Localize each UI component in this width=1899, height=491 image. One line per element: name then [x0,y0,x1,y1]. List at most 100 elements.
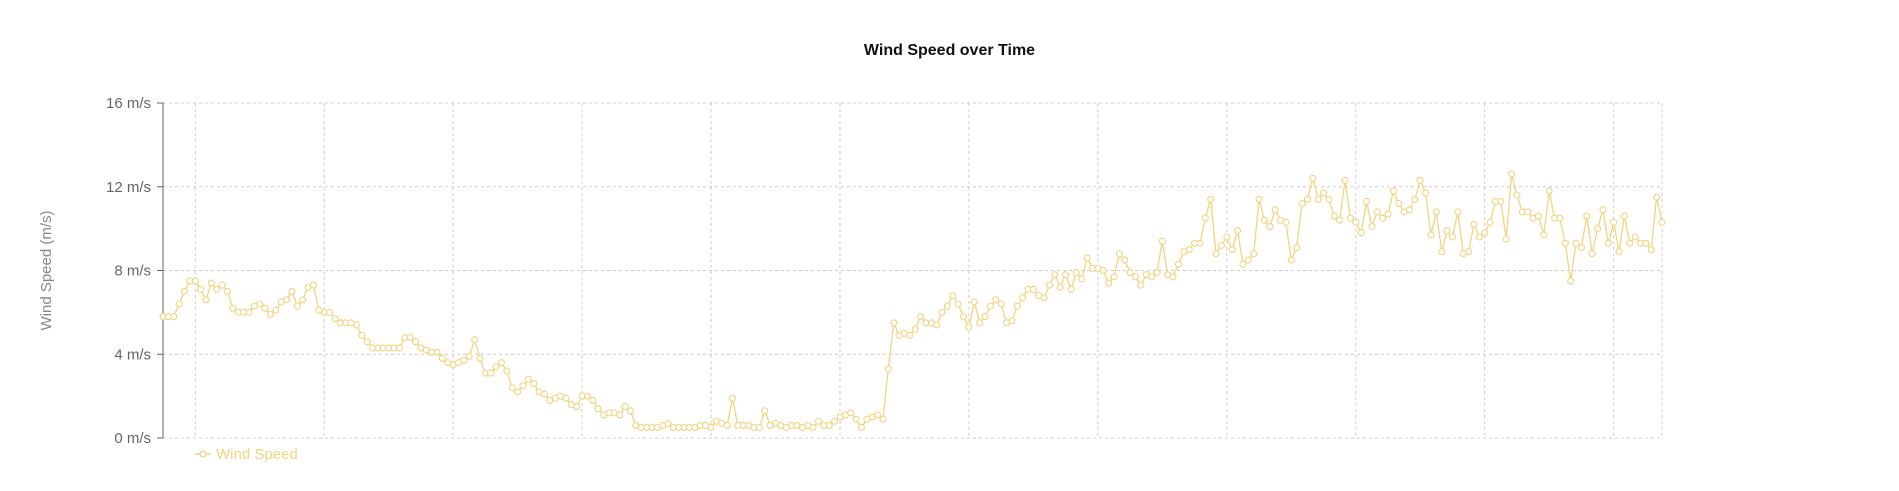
data-point[interactable] [1422,189,1430,197]
data-point[interactable] [433,348,441,356]
data-point[interactable] [755,423,763,432]
data-point[interactable] [1486,218,1494,226]
data-point[interactable] [1078,275,1086,283]
data-point[interactable] [1561,239,1569,247]
data-point[interactable] [1475,233,1483,241]
data-point[interactable] [1604,239,1612,247]
data-point[interactable] [1105,279,1113,287]
data-point[interactable] [1169,273,1177,281]
data-point[interactable] [1266,222,1274,231]
data-point[interactable] [1298,199,1306,208]
data-point[interactable] [594,405,602,413]
data-point[interactable] [938,308,946,316]
data-point[interactable] [438,354,446,362]
data-point[interactable] [1223,233,1231,241]
data-point[interactable] [1217,241,1225,249]
data-point[interactable] [1115,250,1123,258]
data-point[interactable] [1244,256,1252,264]
data-point[interactable] [573,403,581,411]
data-point[interactable] [970,298,978,306]
data-point[interactable] [1201,214,1209,222]
data-point[interactable] [1465,248,1473,256]
data-point[interactable] [1615,248,1623,256]
data-point[interactable] [874,411,882,419]
data-point[interactable] [395,344,403,352]
data-point[interactable] [1072,269,1080,277]
data-point[interactable] [1013,302,1021,310]
data-point[interactable] [1131,273,1140,281]
data-point[interactable] [1405,206,1414,214]
data-point[interactable] [476,354,484,362]
data-point[interactable] [1432,208,1440,216]
data-point[interactable] [1352,218,1360,226]
series-wind-speed[interactable] [159,170,1666,432]
data-point[interactable] [1454,208,1462,216]
data-point[interactable] [1416,176,1424,185]
data-point[interactable] [1062,271,1070,279]
data-point[interactable] [1029,285,1037,293]
data-point[interactable] [1502,235,1510,243]
data-point[interactable] [1427,231,1435,239]
data-point[interactable] [1357,229,1365,237]
data-point[interactable] [213,285,221,293]
data-point[interactable] [1121,256,1129,264]
data-point[interactable] [761,407,769,415]
data-point[interactable] [245,308,253,316]
data-point[interactable] [1545,187,1553,195]
data-point[interactable] [1647,246,1655,254]
data-point[interactable] [1368,222,1376,231]
data-point[interactable] [1303,195,1311,203]
data-point[interactable] [933,321,941,329]
data-point[interactable] [1207,195,1215,203]
data-point[interactable] [191,277,199,285]
data-point[interactable] [1319,189,1328,197]
data-point[interactable] [906,331,914,339]
data-point[interactable] [331,315,339,323]
data-point[interactable] [884,365,892,373]
data-point[interactable] [917,313,925,321]
data-point[interactable] [1438,248,1446,256]
data-point[interactable] [1287,256,1295,264]
legend-label[interactable]: Wind Speed [216,446,298,463]
data-point[interactable] [1658,218,1666,226]
data-point[interactable] [1099,266,1107,275]
data-point[interactable] [954,300,962,308]
data-point[interactable] [363,338,371,346]
data-point[interactable] [1196,239,1204,247]
data-point[interactable] [1653,193,1661,201]
data-point[interactable] [497,359,506,367]
data-point[interactable] [358,331,366,339]
data-point[interactable] [707,423,715,432]
data-point[interactable] [626,407,634,415]
data-point[interactable] [1497,197,1505,205]
data-point[interactable] [1583,212,1591,220]
data-point[interactable] [1174,260,1182,268]
data-point[interactable] [1255,195,1263,203]
data-point[interactable] [831,417,839,425]
data-point[interactable] [847,409,855,417]
data-point[interactable] [1556,214,1564,222]
data-point[interactable] [272,306,280,314]
data-point[interactable] [1271,206,1279,214]
data-point[interactable] [460,356,468,365]
data-point[interactable] [326,308,334,316]
data-point[interactable] [814,417,823,425]
data-point[interactable] [1239,260,1247,268]
data-point[interactable] [879,415,887,423]
data-point[interactable] [1314,195,1322,203]
data-point[interactable] [911,325,919,333]
data-point[interactable] [852,415,860,423]
data-point[interactable] [1540,231,1548,239]
data-point[interactable] [1470,220,1478,228]
data-point[interactable] [352,321,360,329]
data-point[interactable] [1384,210,1392,218]
data-point[interactable] [1524,208,1532,216]
data-point[interactable] [1330,212,1338,220]
data-point[interactable] [583,392,592,400]
data-point[interactable] [293,302,301,310]
data-point[interactable] [1158,237,1166,245]
data-point[interactable] [261,304,269,312]
data-point[interactable] [229,304,237,312]
data-point[interactable] [825,421,833,429]
data-point[interactable] [288,287,296,295]
